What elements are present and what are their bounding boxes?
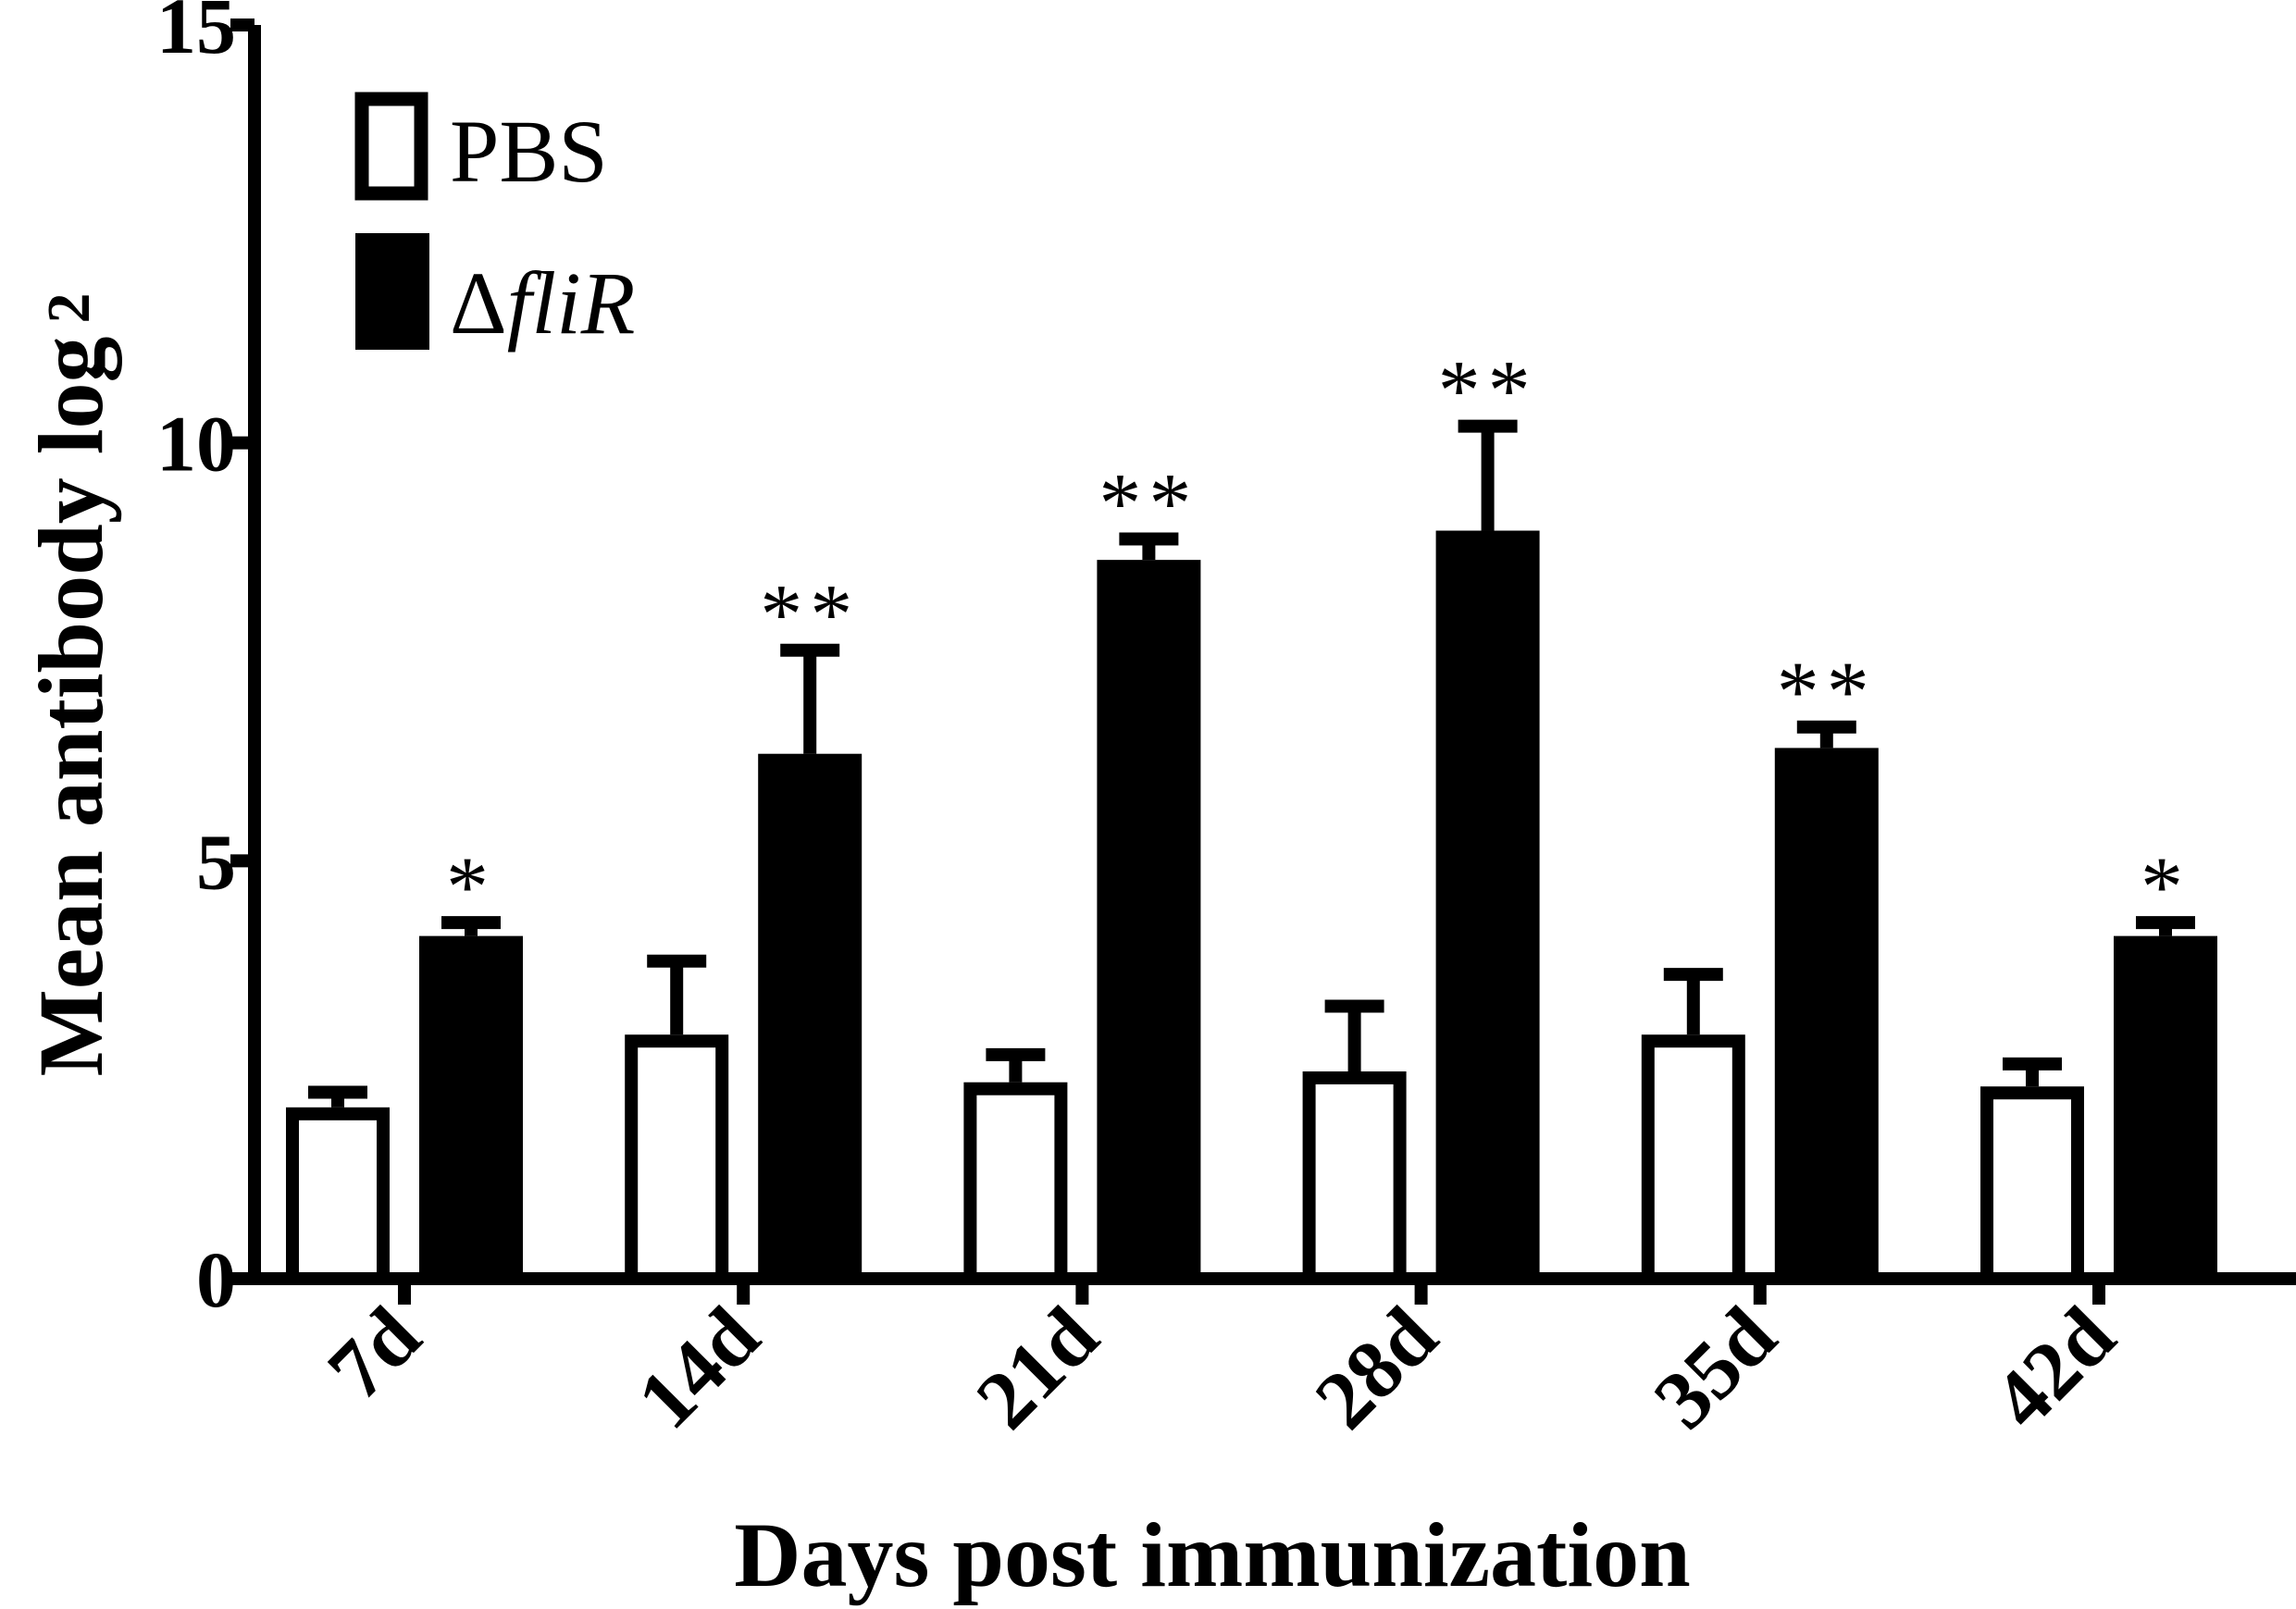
bar-pbs [1302,1071,1407,1286]
significance-mark: ** [1777,644,1877,738]
x-tick-label: 28d [1298,1290,1455,1446]
significance-mark: * [2141,839,2191,934]
bar-pbs [963,1082,1068,1286]
legend-swatch-pbs [354,92,428,201]
bar-pbs [625,1034,729,1286]
y-tick-label: 0 [196,1235,236,1324]
y-tick-label: 15 [156,0,236,70]
bar-fliR [2114,935,2217,1279]
x-axis-title: Days post immunization [734,1504,1690,1606]
legend-swatch-fliR [355,233,429,350]
legend-label-fliR-prefix: Δ [450,254,507,353]
legend-label-fliR-italic: fliR [507,254,636,353]
y-axis-title: Mean antibody log 2 [19,292,122,1076]
x-axis: 7d 14d 21d 28d 35d 42d [248,1272,2296,1446]
bars [286,419,2217,1286]
legend-label-fliR: ΔfliR [450,254,635,353]
y-axis-title-subscript: 2 [35,292,103,323]
x-tick-label: 14d [620,1290,776,1446]
significance-mark: ** [1438,343,1538,438]
x-tick-label: 21d [959,1290,1115,1446]
significance-mark: * [446,839,496,934]
y-tick-label: 5 [196,817,236,906]
bar-fliR [1774,748,1879,1279]
y-tick-label: 10 [156,400,236,489]
bar-fliR [1435,530,1540,1279]
significance-annotations: ********** [446,343,2191,934]
legend: PBS ΔfliR [354,92,635,353]
bar-fliR [419,935,523,1279]
bar-pbs [1980,1086,2084,1285]
bar-fliR [1097,560,1201,1279]
x-tick-label: 7d [311,1290,438,1417]
y-axis: 0 5 10 15 [156,0,261,1324]
bar-pbs [286,1107,390,1285]
y-axis-title-main: Mean antibody log [19,336,122,1076]
significance-mark: ** [1098,456,1198,551]
x-tick-label: 35d [1637,1290,1793,1446]
legend-label-pbs: PBS [450,102,608,201]
x-tick-label: 42d [1976,1290,2132,1446]
bar-fliR [758,753,863,1279]
bar-pbs [1641,1034,1745,1286]
significance-mark: ** [760,567,860,662]
